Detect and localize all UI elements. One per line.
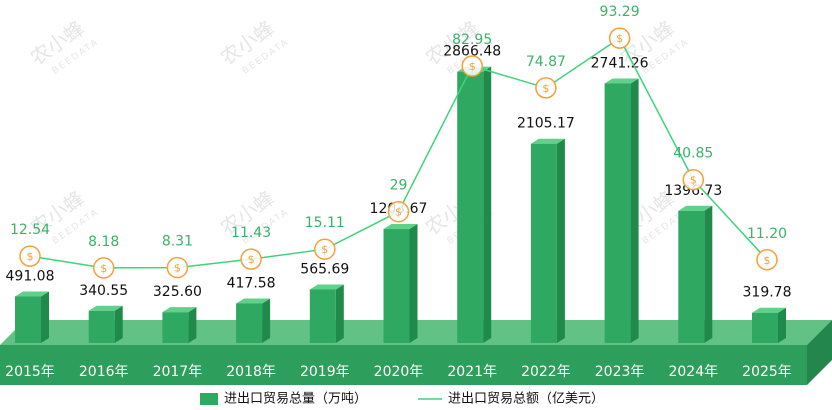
x-tick-label: 2025年 — [742, 364, 792, 380]
line-value-label: 8.18 — [88, 234, 119, 250]
line-marker — [166, 256, 189, 279]
bar-side — [409, 224, 418, 343]
x-tick-label: 2016年 — [79, 364, 129, 380]
line-marker — [19, 245, 41, 267]
bar-value-label: 319.78 — [743, 285, 792, 301]
marker-symbol: $ — [100, 262, 107, 275]
bar — [678, 210, 705, 343]
legend-label: 进出口贸易总量（万吨） — [224, 392, 367, 407]
bar-value-label: 565.69 — [300, 261, 349, 277]
marker-symbol: $ — [248, 253, 255, 266]
marker-symbol: $ — [616, 32, 623, 45]
line-marker — [608, 27, 631, 49]
marker-symbol: $ — [542, 82, 549, 95]
bar — [88, 310, 115, 343]
x-tick-label: 2020年 — [374, 364, 424, 380]
line-marker — [461, 55, 483, 77]
line-marker — [535, 77, 557, 99]
bar — [309, 289, 336, 343]
bar-value-label: 2866.48 — [443, 44, 501, 60]
marker-symbol: $ — [469, 60, 476, 73]
bar-value-label: 340.55 — [79, 283, 128, 299]
x-tick-label: 2022年 — [521, 364, 571, 380]
marker-symbol: $ — [27, 250, 34, 263]
bar-top — [678, 205, 713, 211]
watermark: 农小蜂 — [26, 16, 89, 70]
platform-front — [0, 345, 807, 385]
legend-swatch-bar — [200, 393, 218, 405]
bar-side — [188, 307, 197, 343]
platform-side — [807, 320, 832, 385]
marker-symbol: $ — [321, 243, 328, 256]
bar — [752, 312, 778, 343]
bar-top — [604, 78, 639, 84]
bar-top — [309, 284, 344, 290]
bar-side — [262, 298, 271, 343]
bar — [604, 83, 631, 344]
line-value-label: 74.87 — [526, 54, 566, 70]
bar-side — [556, 138, 565, 343]
bar-side — [630, 78, 639, 344]
line-value-label: 11.43 — [231, 225, 271, 241]
bar-top — [383, 224, 418, 230]
line-marker — [92, 257, 115, 279]
bar-top — [162, 307, 197, 313]
line-value-label: 40.85 — [673, 146, 713, 162]
bar-side — [704, 205, 713, 343]
marker-symbol: $ — [690, 174, 697, 187]
bar-side — [778, 307, 786, 343]
line-value-label: 82.95 — [452, 32, 492, 48]
x-tick-label: 2015年 — [5, 364, 55, 380]
bar-value-label: 2741.26 — [591, 55, 649, 71]
bar-side — [335, 284, 344, 343]
line-marker — [240, 248, 262, 270]
bar-top — [530, 138, 565, 144]
line-value-label: 29 — [390, 178, 408, 194]
x-tick-label: 2018年 — [226, 364, 276, 380]
bar-top — [15, 291, 49, 297]
x-tick-label: 2023年 — [595, 364, 645, 380]
bar-side — [114, 305, 123, 343]
bar-value-label: 2105.17 — [517, 116, 575, 132]
line-marker — [756, 249, 778, 271]
line-value-label: 8.31 — [162, 234, 193, 250]
bar-side — [41, 291, 49, 343]
x-tick-label: 2019年 — [300, 364, 350, 380]
line-marker — [682, 168, 705, 191]
marker-symbol: $ — [395, 206, 402, 219]
bar — [457, 71, 484, 343]
marker-symbol: $ — [764, 254, 771, 267]
bar-top — [236, 298, 271, 304]
marker-symbol: $ — [174, 262, 181, 275]
watermark: 农小蜂 — [216, 16, 279, 70]
bar-side — [483, 66, 492, 343]
bar — [530, 143, 557, 343]
line-marker — [387, 200, 410, 223]
bar — [15, 296, 41, 343]
bar-value-label: 417.58 — [227, 275, 276, 291]
line-value-label: 15.11 — [305, 215, 345, 231]
line-value-label: 12.54 — [10, 222, 50, 238]
bar-top — [88, 305, 123, 311]
bar — [383, 229, 410, 343]
x-tick-label: 2024年 — [668, 364, 718, 380]
line-value-label: 93.29 — [600, 4, 640, 20]
bar-value-label: 325.60 — [153, 284, 202, 300]
x-tick-label: 2021年 — [447, 364, 497, 380]
bar — [236, 303, 263, 343]
legend-label: 进出口贸易总额（亿美元） — [448, 392, 604, 407]
bar-value-label: 491.08 — [6, 269, 55, 285]
bar-top — [752, 307, 786, 313]
line-value-label: 11.20 — [747, 226, 787, 242]
x-tick-label: 2017年 — [153, 364, 203, 380]
bar — [162, 312, 189, 343]
line-marker — [314, 238, 336, 260]
